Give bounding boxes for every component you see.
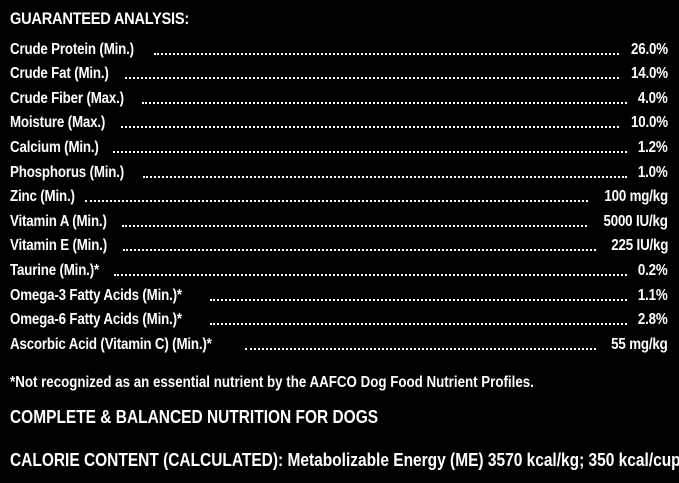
dot-leader [142, 175, 628, 178]
dot-leader [85, 200, 588, 203]
analysis-table: Crude Protein (Min.) 26.0% Crude Fat (Mi… [10, 34, 668, 354]
row-value: 0.2% [638, 261, 668, 279]
row-value: 100 mg/kg [604, 188, 668, 206]
analysis-row-crude-fat: Crude Fat (Min.) 14.0% [10, 59, 668, 84]
dot-leader [154, 52, 620, 55]
row-value: 1.1% [638, 286, 668, 304]
row-value: 55 mg/kg [611, 335, 669, 353]
analysis-row-crude-protein: Crude Protein (Min.) 26.0% [10, 34, 668, 59]
row-label: Ascorbic Acid (Vitamin C) (Min.)* [10, 335, 212, 353]
row-label: Crude Protein (Min.) [10, 40, 134, 58]
analysis-row-ascorbic-acid: Ascorbic Acid (Vitamin C) (Min.)* 55 mg/… [10, 329, 668, 354]
analysis-row-phosphorus: Phosphorus (Min.) 1.0% [10, 157, 668, 182]
row-value: 26.0% [631, 40, 668, 58]
dot-leader [113, 273, 628, 276]
analysis-row-moisture: Moisture (Max.) 10.0% [10, 108, 668, 133]
dot-leader [209, 298, 628, 301]
analysis-row-taurine: Taurine (Min.)* 0.2% [10, 255, 668, 280]
dot-leader [122, 224, 588, 227]
row-label: Moisture (Max.) [10, 114, 106, 132]
row-value: 225 IU/kg [611, 237, 668, 255]
analysis-row-omega-3: Omega-3 Fatty Acids (Min.)* 1.1% [10, 280, 668, 305]
row-label: Taurine (Min.)* [10, 261, 100, 279]
dot-leader [113, 150, 628, 153]
nutrition-statement: COMPLETE & BALANCED NUTRITION FOR DOGS [10, 407, 379, 427]
analysis-row-zinc: Zinc (Min.) 100 mg/kg [10, 182, 668, 207]
row-label: Calcium (Min.) [10, 138, 99, 156]
analysis-row-crude-fiber: Crude Fiber (Max.) 4.0% [10, 83, 668, 108]
dot-leader [120, 126, 620, 129]
aafco-footnote: *Not recognized as an essential nutrient… [10, 374, 534, 391]
row-value: 1.0% [638, 163, 668, 181]
row-value: 1.2% [638, 138, 668, 156]
analysis-row-vitamin-e: Vitamin E (Min.) 225 IU/kg [10, 231, 668, 256]
dot-leader [122, 249, 596, 252]
analysis-row-omega-6: Omega-6 Fatty Acids (Min.)* 2.8% [10, 305, 668, 330]
dot-leader [124, 77, 620, 80]
row-label: Omega-6 Fatty Acids (Min.)* [10, 311, 182, 329]
dot-leader [209, 323, 628, 326]
row-label: Crude Fiber (Max.) [10, 89, 124, 107]
analysis-row-vitamin-a: Vitamin A (Min.) 5000 IU/kg [10, 206, 668, 231]
analysis-heading: GUARANTEED ANALYSIS: [10, 9, 189, 28]
row-value: 2.8% [638, 311, 668, 329]
row-label: Crude Fat (Min.) [10, 65, 109, 83]
row-value: 4.0% [638, 89, 668, 107]
calorie-content: CALORIE CONTENT (CALCULATED): Metaboliza… [10, 450, 679, 470]
row-label: Vitamin E (Min.) [10, 237, 107, 255]
dot-leader [142, 101, 628, 104]
row-value: 14.0% [631, 65, 668, 83]
row-value: 5000 IU/kg [603, 212, 668, 230]
row-label: Zinc (Min.) [10, 188, 75, 206]
dot-leader [244, 347, 597, 350]
row-value: 10.0% [631, 114, 668, 132]
row-label: Vitamin A (Min.) [10, 212, 107, 230]
row-label: Omega-3 Fatty Acids (Min.)* [10, 286, 182, 304]
analysis-row-calcium: Calcium (Min.) 1.2% [10, 132, 668, 157]
row-label: Phosphorus (Min.) [10, 163, 125, 181]
